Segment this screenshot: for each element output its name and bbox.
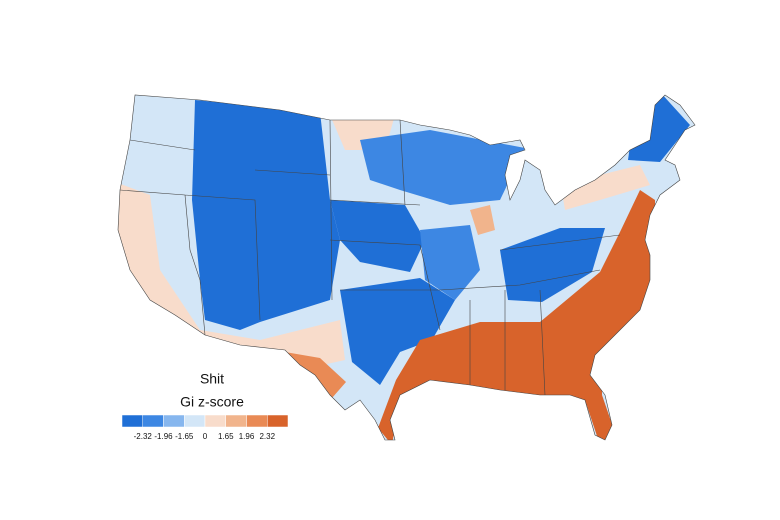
legend-break-label: 1.65	[218, 432, 234, 441]
legend-break-label: -2.32	[134, 432, 153, 441]
region	[420, 225, 480, 300]
legend-swatch	[267, 414, 289, 428]
legend-swatch	[142, 414, 164, 428]
legend-swatch	[204, 414, 226, 428]
region	[378, 190, 655, 440]
legend-break-label: 0	[203, 432, 208, 441]
legend-swatch	[163, 414, 185, 428]
region	[330, 200, 425, 272]
legend-swatch	[121, 414, 143, 428]
region	[192, 100, 340, 330]
legend-break-label: -1.65	[175, 432, 194, 441]
legend-break-label: 1.96	[239, 432, 255, 441]
state-borders	[117, 94, 696, 441]
region	[628, 95, 690, 162]
region	[560, 165, 650, 210]
region	[285, 352, 346, 398]
legend-swatch	[184, 414, 206, 428]
region	[470, 205, 495, 235]
legend-break-label: 2.32	[259, 432, 275, 441]
legend-subtitle: Gi z-score	[180, 394, 244, 410]
legend-break-label: -1.96	[154, 432, 173, 441]
legend-title: Shit	[200, 371, 224, 387]
region	[360, 130, 525, 205]
region	[340, 278, 455, 385]
legend-swatch	[225, 414, 247, 428]
legend-swatch	[246, 414, 268, 428]
legend: Shit Gi z-score -2.32 -1.96 -1.65 0 1.65 1.96…	[121, 371, 289, 441]
